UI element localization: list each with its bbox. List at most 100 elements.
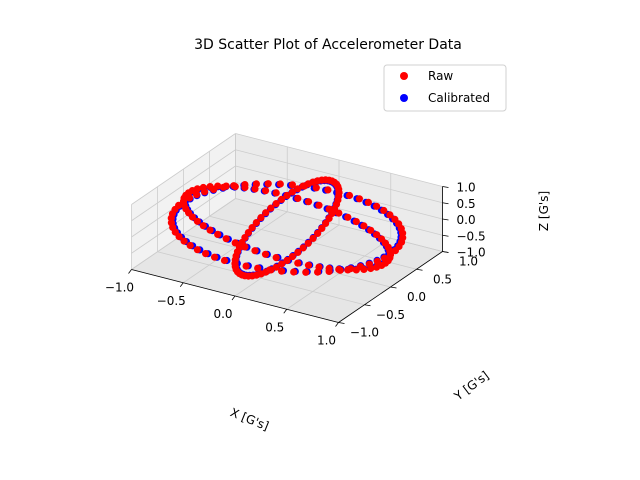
chart-title: 3D Scatter Plot of Accelerometer Data <box>194 37 462 53</box>
z-tick-mark <box>442 218 449 221</box>
data-point-raw <box>214 230 222 238</box>
legend: Raw Calibrated <box>383 64 507 112</box>
data-point-raw <box>294 248 302 256</box>
x-tick-label: 0.0 <box>213 307 232 321</box>
data-point-raw <box>278 195 286 203</box>
data-point-raw <box>391 247 399 255</box>
data-point-raw <box>325 214 333 222</box>
data-point-raw <box>272 263 280 271</box>
data-point-raw <box>252 219 260 227</box>
data-point-raw <box>220 256 229 265</box>
y-tick-mark <box>364 304 371 307</box>
data-point-raw <box>314 268 322 276</box>
data-point-raw <box>345 191 354 200</box>
data-point-raw <box>364 198 372 206</box>
data-point-raw <box>304 261 313 269</box>
data-point-raw <box>365 260 373 268</box>
legend-marker-calibrated <box>400 94 408 102</box>
data-point-raw <box>278 267 286 275</box>
data-point-raw <box>309 234 317 242</box>
z-tick-label: 0.0 <box>457 213 476 227</box>
data-point-raw <box>175 233 183 241</box>
data-point-raw <box>355 195 363 203</box>
grid-line-z-wall-x <box>131 133 236 205</box>
data-point-raw <box>199 183 207 192</box>
data-point-raw <box>272 200 280 208</box>
x-tick-mark <box>179 282 184 287</box>
data-point-raw <box>193 185 201 193</box>
x-tick-label: 1.0 <box>317 334 336 348</box>
x-tick-label: −0.5 <box>157 294 186 308</box>
data-point-raw <box>186 241 194 250</box>
data-point-raw <box>283 256 291 265</box>
data-point-raw <box>294 194 302 202</box>
data-point-raw <box>251 247 259 255</box>
data-point-raw <box>272 254 280 262</box>
grid-line-z-wall-y <box>235 133 443 187</box>
tick-labels: −1.0−1.0−1.0−0.5−0.5−0.50.00.00.00.50.50… <box>105 181 486 348</box>
data-point-raw <box>251 185 259 193</box>
z-axis-label: Z [G's] <box>537 191 551 231</box>
data-point-raw <box>294 185 302 193</box>
data-point-raw <box>290 268 298 276</box>
y-tick-mark <box>416 268 423 271</box>
data-point-raw <box>248 224 256 232</box>
data-point-raw <box>199 222 207 230</box>
data-point-raw <box>283 191 291 200</box>
legend-label-calibrated: Calibrated <box>428 91 490 105</box>
x-tick-mark <box>128 269 132 274</box>
y-tick-label: −1.0 <box>350 326 379 340</box>
data-point-raw <box>347 265 355 273</box>
z-tick-mark <box>442 186 449 188</box>
legend-label-raw: Raw <box>428 69 453 83</box>
y-tick-label: 0.0 <box>407 290 426 304</box>
data-point-raw <box>322 219 330 227</box>
grid-line-z-wall-x <box>131 149 236 222</box>
data-point-raw <box>299 182 307 190</box>
data-point-raw <box>262 209 270 217</box>
data-point-raw <box>278 260 286 268</box>
data-point-raw <box>386 250 395 259</box>
data-point-raw <box>324 186 332 194</box>
x-tick-mark <box>335 322 339 327</box>
data-point-raw <box>352 218 360 226</box>
data-point-raw <box>288 181 296 189</box>
data-point-raw <box>231 259 239 268</box>
data-point-raw <box>325 205 333 213</box>
data-point-raw <box>193 246 201 254</box>
data-point-raw <box>188 213 196 221</box>
y-tick-mark <box>338 322 345 324</box>
y-tick-label: 0.5 <box>433 272 452 286</box>
y-tick-label: −0.5 <box>376 308 405 322</box>
data-point-raw <box>373 231 381 239</box>
data-point-raw <box>267 204 275 212</box>
data-point-raw <box>261 187 270 195</box>
x-tick-mark <box>283 309 288 314</box>
data-point-raw <box>314 229 322 237</box>
data-point-raw <box>261 250 270 258</box>
data-point-raw <box>380 206 388 215</box>
data-point-raw <box>288 188 296 196</box>
data-point-raw <box>304 239 312 247</box>
data-point-raw <box>312 184 320 192</box>
z-tick-mark <box>442 202 449 205</box>
data-point-raw <box>288 253 296 261</box>
y-tick-mark <box>390 286 397 289</box>
grid-line-x-floor <box>286 237 391 310</box>
data-point-raw <box>214 182 222 190</box>
data-point-raw <box>222 182 230 190</box>
data-point-raw <box>206 183 214 191</box>
data-point-raw <box>315 201 323 209</box>
data-point-raw <box>276 180 284 188</box>
data-point-raw <box>356 263 364 271</box>
data-point-raw <box>325 267 333 275</box>
data-point-raw <box>373 202 381 210</box>
data-point-raw <box>257 214 265 222</box>
z-tick-label: −0.5 <box>457 229 486 243</box>
data-point-raw <box>264 180 272 188</box>
z-tick-label: 0.5 <box>457 197 476 211</box>
z-tick-mark <box>442 234 449 237</box>
data-point-raw <box>254 264 262 272</box>
